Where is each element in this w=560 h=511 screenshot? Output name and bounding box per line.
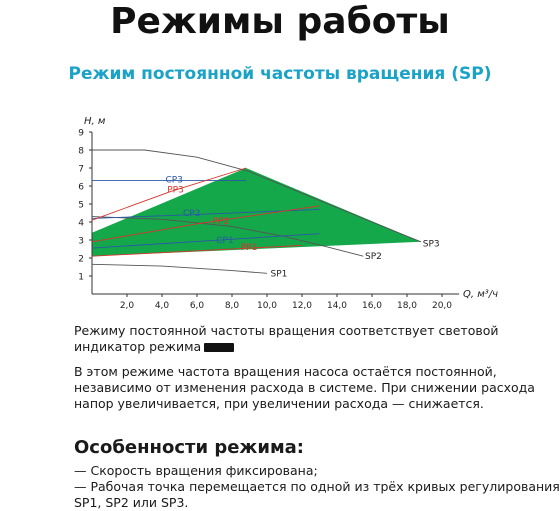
curve-label-pp1: PP1 — [241, 243, 258, 253]
x-tick-label: 10,0 — [257, 301, 277, 311]
y-tick-label: 4 — [78, 219, 84, 229]
feature-item: SP1, SP2 или SP3. — [74, 495, 189, 510]
x-tick-label: 4,0 — [155, 301, 170, 311]
y-tick-label: 2 — [78, 255, 84, 265]
curve-label-sp2: SP2 — [365, 252, 382, 262]
curve-label-sp1: SP1 — [271, 269, 288, 279]
y-tick-label: 5 — [78, 201, 84, 211]
curve-label-cp2: CP2 — [183, 209, 200, 219]
y-tick-label: 3 — [78, 237, 84, 247]
x-tick-label: 20,0 — [432, 301, 452, 311]
curve-cp2 — [91, 208, 320, 219]
mode-indicator-icon — [204, 343, 235, 352]
y-tick-label: 7 — [78, 165, 84, 175]
x-tick-label: 16,0 — [362, 301, 382, 311]
curve-label-pp3: PP3 — [167, 186, 184, 196]
curve-label-sp3: SP3 — [423, 240, 440, 250]
x-tick-label: 18,0 — [397, 301, 417, 311]
x-tick-label: 8,0 — [225, 301, 240, 311]
y-tick-label: 1 — [78, 273, 84, 283]
x-tick-label: 6,0 — [190, 301, 205, 311]
indicator-paragraph: Режиму постоянной частоты вращения соотв… — [74, 323, 544, 355]
x-tick-label: 2,0 — [120, 301, 135, 311]
y-axis-label: H, м — [84, 116, 106, 127]
curve-pp3 — [91, 167, 247, 221]
pump-curve-chart: 1 2 3 4 5 6 7 8 9 2,0 4,0 6,0 8,0 10,0 12,0 14,0 16,0 18,… — [78, 116, 498, 311]
x-tick-label: 12,0 — [292, 301, 312, 311]
curve-label-pp2: PP2 — [213, 217, 230, 227]
curve-sp2 — [91, 216, 364, 257]
page-subtitle: Режим постоянной частоты вращения (SP) — [68, 64, 492, 84]
curve-label-cp3: CP3 — [166, 176, 183, 186]
x-tick-label: 14,0 — [327, 301, 347, 311]
curve-sp3 — [92, 149, 422, 243]
y-tick-label: 9 — [78, 129, 84, 139]
page-title: Режимы работы — [110, 1, 450, 42]
feature-item: — Скорость вращения фиксирована; — [74, 463, 318, 478]
curve-sp1 — [91, 263, 268, 274]
y-tick-label: 6 — [78, 183, 84, 193]
curve-cp1 — [91, 233, 320, 249]
x-axis-label: Q, м³/ч — [463, 289, 498, 300]
y-tick-label: 8 — [78, 147, 84, 157]
description-paragraph: В этом режиме частота вращения насоса ос… — [74, 364, 535, 411]
indicator-text: Режиму постоянной частоты вращения соотв… — [74, 323, 499, 354]
curve-pp1 — [91, 244, 303, 257]
curve-pp2 — [91, 205, 320, 243]
features-heading: Особенности режима: — [74, 437, 305, 458]
features-list: — Скорость вращения фиксирована; — Рабоч… — [74, 463, 560, 511]
curve-label-cp1: CP1 — [216, 236, 233, 246]
feature-item: — Рабочая точка перемещается по одной из… — [74, 479, 560, 494]
